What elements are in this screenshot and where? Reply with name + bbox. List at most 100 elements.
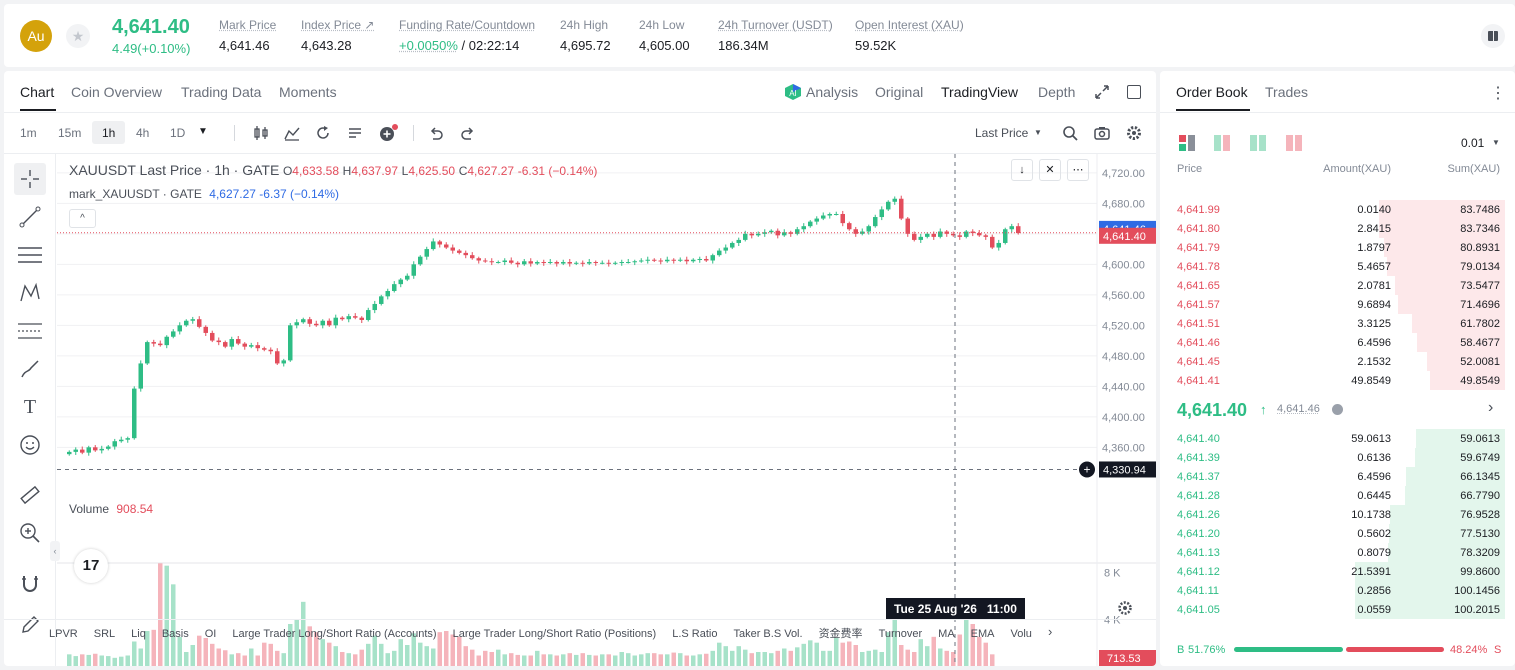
ask-row[interactable]: 4,641.80 2.8415 83.7346 [1160, 219, 1515, 238]
indicator-tab[interactable]: MA [938, 628, 955, 640]
turnover-label[interactable]: 24h Turnover (USDT) [718, 18, 833, 32]
bid-row[interactable]: 4,641.26 10.1738 76.9528 [1160, 505, 1515, 524]
indicator-tab[interactable]: Liq [131, 628, 146, 640]
tab-trading-data[interactable]: Trading Data [181, 84, 262, 100]
interval-4h[interactable]: 4h [136, 126, 150, 140]
bid-row[interactable]: 4,641.39 0.6136 59.6749 [1160, 448, 1515, 467]
magnet-tool-icon[interactable] [14, 568, 46, 600]
bid-row[interactable]: 4,641.13 0.8079 78.3209 [1160, 543, 1515, 562]
add-indicator-icon[interactable] [379, 124, 399, 147]
indicator-tab[interactable]: 资金费率 [818, 628, 863, 640]
indicator-tab[interactable]: L.S Ratio [672, 628, 718, 640]
zoom-in-tool-icon[interactable] [14, 517, 46, 549]
tab-chart[interactable]: Chart [20, 84, 55, 100]
mark-price-label[interactable]: Mark Price [219, 18, 277, 32]
more-options-icon[interactable]: ⋯ [1067, 159, 1089, 181]
chevron-right-icon[interactable]: › [1488, 399, 1494, 416]
templates-icon[interactable] [347, 125, 363, 146]
undo-icon[interactable] [428, 125, 444, 146]
indicator-tab[interactable]: OI [204, 628, 217, 640]
indicators-icon[interactable] [284, 125, 300, 146]
indicator-tab[interactable]: Basis [161, 628, 189, 640]
ask-row[interactable]: 4,641.65 2.0781 73.5477 [1160, 276, 1515, 295]
ask-row[interactable]: 4,641.41 49.8549 49.8549 [1160, 371, 1515, 390]
open-interest-label[interactable]: Open Interest (XAU) [855, 18, 964, 32]
pencil-lock-tool-icon[interactable] [14, 609, 46, 641]
price-type-select[interactable]: Last Price [975, 126, 1029, 140]
redo-icon[interactable] [460, 125, 476, 146]
bid-row[interactable]: 4,641.40 59.0613 59.0613 [1160, 429, 1515, 448]
expand-icon[interactable] [1095, 85, 1109, 104]
intervals-dropdown-icon[interactable]: ▼ [198, 126, 208, 137]
view-tradingview[interactable]: TradingView [941, 84, 1019, 100]
indicator-tab[interactable]: Volu [1010, 628, 1032, 640]
brush-tool-icon[interactable] [14, 353, 46, 385]
view-analysis[interactable]: Analysis [806, 84, 859, 100]
ask-row[interactable]: 4,641.57 9.6894 71.4696 [1160, 295, 1515, 314]
close-series-icon[interactable]: ✕ [1039, 159, 1061, 181]
indicator-tab[interactable]: Large Trader Long/Short Ratio (Positions… [452, 628, 657, 640]
ask-row[interactable]: 4,641.99 0.0140 83.7486 [1160, 200, 1515, 219]
indicator-tab[interactable]: Taker B.S Vol. [733, 628, 803, 640]
tab-moments[interactable]: Moments [279, 84, 337, 100]
replay-icon[interactable] [315, 125, 331, 146]
crosshair-tool-icon[interactable] [14, 163, 46, 195]
precision-dropdown-icon[interactable]: ▼ [1492, 138, 1500, 147]
ruler-tool-icon[interactable] [14, 479, 46, 511]
candlestick-chart[interactable]: 4,720.004,680.004,640.004,600.004,560.00… [57, 154, 1156, 666]
emoji-tool-icon[interactable] [14, 429, 46, 461]
pattern-tool-icon[interactable] [14, 277, 46, 309]
view-asks-icon[interactable] [1286, 135, 1302, 156]
text-tool-icon[interactable]: T [23, 395, 37, 418]
interval-1h[interactable]: 1h [102, 126, 116, 140]
view-both-alt-icon[interactable] [1214, 135, 1230, 156]
ask-row[interactable]: 4,641.45 2.1532 52.0081 [1160, 352, 1515, 371]
view-original[interactable]: Original [875, 84, 924, 100]
indicator-tab[interactable]: EMA [970, 628, 995, 640]
ask-row[interactable]: 4,641.51 3.3125 61.7802 [1160, 314, 1515, 333]
candles-type-icon[interactable] [253, 125, 269, 146]
index-price-label[interactable]: Index Price ↗ [301, 18, 375, 32]
fib-tool-icon[interactable] [14, 315, 46, 347]
price-type-dropdown-icon[interactable]: ▼ [1034, 128, 1042, 137]
chevron-right-icon[interactable]: › [1048, 624, 1053, 639]
tab-coin-overview[interactable]: Coin Overview [71, 84, 163, 100]
tab-trades[interactable]: Trades [1265, 84, 1309, 100]
indicator-tab[interactable]: LPVR [49, 628, 78, 640]
camera-icon[interactable] [1094, 125, 1110, 146]
tab-order-book[interactable]: Order Book [1176, 84, 1248, 100]
chart-settings-icon[interactable] [1117, 600, 1133, 621]
bid-row[interactable]: 4,641.11 0.2856 100.1456 [1160, 581, 1515, 600]
precision-select[interactable]: 0.01 [1461, 136, 1485, 150]
indicator-tab[interactable]: Large Trader Long/Short Ratio (Accounts) [232, 628, 437, 640]
view-depth[interactable]: Depth [1038, 84, 1076, 100]
view-bids-icon[interactable] [1250, 135, 1266, 156]
collapse-toolbar-handle[interactable]: ‹ [50, 541, 60, 561]
window-icon[interactable] [1127, 85, 1141, 99]
interval-1m[interactable]: 1m [20, 126, 37, 140]
horizontal-lines-tool-icon[interactable] [14, 239, 46, 271]
interval-1d[interactable]: 1D [170, 126, 186, 140]
ask-row[interactable]: 4,641.46 6.4596 58.4677 [1160, 333, 1515, 352]
funding-rate-label[interactable]: Funding Rate/Countdown [399, 18, 536, 32]
ask-row[interactable]: 4,641.79 1.8797 80.8931 [1160, 238, 1515, 257]
tradingview-logo-icon[interactable]: 17 [74, 549, 108, 583]
indicator-tab[interactable]: SRL [93, 628, 116, 640]
ask-row[interactable]: 4,641.78 5.4657 79.0134 [1160, 257, 1515, 276]
collapse-legend-icon[interactable]: ^ [69, 209, 96, 228]
scroll-down-icon[interactable]: ↓ [1011, 159, 1033, 181]
bid-row[interactable]: 4,641.12 21.5391 99.8600 [1160, 562, 1515, 581]
mid-mark-price[interactable]: 4,641.46 [1277, 403, 1320, 415]
bid-row[interactable]: 4,641.37 6.4596 66.1345 [1160, 467, 1515, 486]
kebab-menu-icon[interactable]: ⋮ [1490, 85, 1506, 102]
bid-row[interactable]: 4,641.20 0.5602 77.5130 [1160, 524, 1515, 543]
trend-line-tool-icon[interactable] [14, 201, 46, 233]
search-icon[interactable] [1062, 125, 1078, 146]
favorite-star-icon[interactable]: ★ [66, 24, 90, 48]
view-both-icon[interactable] [1179, 135, 1195, 156]
bid-row[interactable]: 4,641.28 0.6445 66.7790 [1160, 486, 1515, 505]
indicator-tab[interactable]: Turnover [878, 628, 923, 640]
interval-15m[interactable]: 15m [58, 126, 82, 140]
book-icon[interactable] [1481, 24, 1505, 48]
bid-row[interactable]: 4,641.05 0.0559 100.2015 [1160, 600, 1515, 619]
